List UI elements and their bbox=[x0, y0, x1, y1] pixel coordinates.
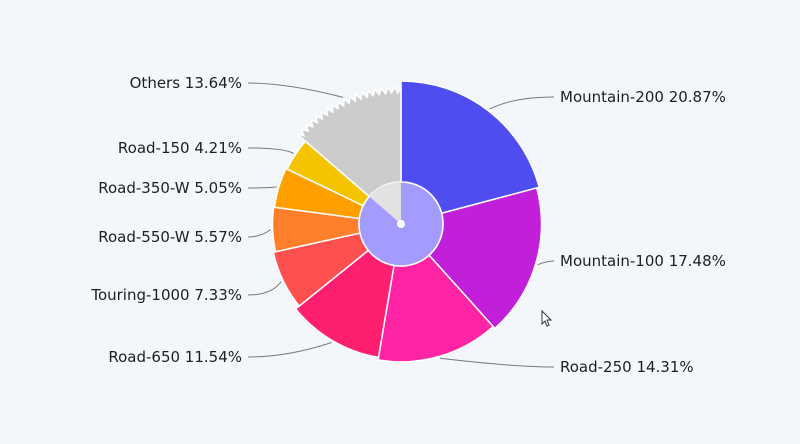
slice-label: Road-650 11.54% bbox=[108, 348, 242, 366]
slice-label: Mountain-200 20.87% bbox=[560, 88, 726, 106]
leader-line bbox=[247, 82, 344, 98]
inner-others-sliver bbox=[369, 182, 401, 224]
slice-label: Touring-1000 7.33% bbox=[90, 286, 242, 304]
leader-line bbox=[247, 281, 282, 296]
leader-line bbox=[247, 229, 271, 238]
slice-labels: Mountain-200 20.87% Mountain-100 17.48% Ro… bbox=[90, 74, 726, 376]
inner-circle bbox=[358, 181, 444, 267]
mouse-cursor-icon bbox=[541, 309, 553, 327]
slice-label: Road-550-W 5.57% bbox=[98, 228, 242, 246]
center-dot bbox=[397, 220, 405, 228]
leader-lines bbox=[247, 82, 555, 368]
slice-label: Road-150 4.21% bbox=[118, 139, 242, 157]
slice-label: Mountain-100 17.48% bbox=[560, 252, 726, 270]
slice-label: Road-250 14.31% bbox=[560, 358, 694, 376]
leader-line bbox=[247, 342, 332, 358]
leader-line bbox=[489, 96, 555, 110]
leader-line bbox=[247, 147, 294, 154]
slice-label: Others 13.64% bbox=[130, 74, 242, 92]
leader-line bbox=[247, 186, 277, 189]
leader-line bbox=[439, 357, 555, 368]
slice-label: Road-350-W 5.05% bbox=[98, 179, 242, 197]
slices-layer bbox=[271, 80, 543, 363]
leader-line bbox=[537, 260, 555, 266]
